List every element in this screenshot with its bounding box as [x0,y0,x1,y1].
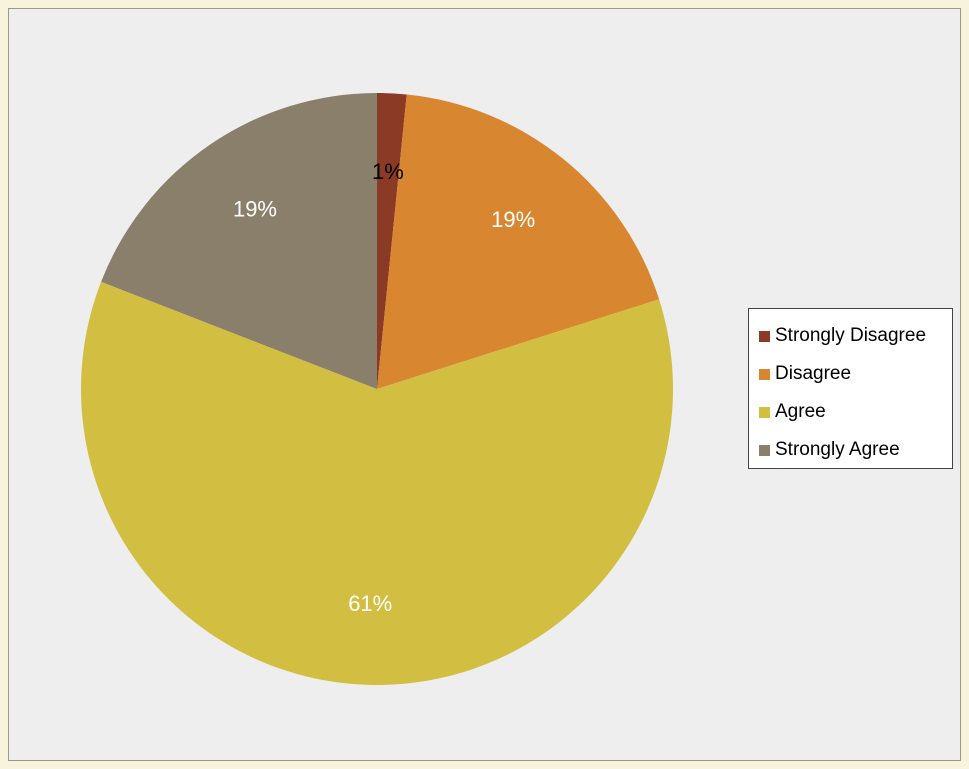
pie-slice-strongly-agree [101,93,378,389]
legend-label: Disagree [775,363,852,384]
data-label-strongly-disagree: 1% [372,159,404,184]
legend-item-strongly-disagree: Strongly Disagree [759,317,952,355]
legend-swatch [759,444,770,456]
legend-label: Strongly Agree [775,439,900,460]
pie-data-labels: 1% 19% 61% 19% [233,159,535,616]
legend-item-agree: Agree [759,393,952,431]
pie-slices [81,93,673,686]
pie-slice-agree [81,281,673,686]
legend-label: Agree [775,401,826,422]
pie-slice-disagree [377,94,660,389]
legend-item-disagree: Disagree [759,355,952,393]
legend-swatch [759,406,770,418]
data-label-agree: 61% [348,591,392,616]
pie-slice-strongly-disagree [377,93,407,389]
legend-swatch [759,368,770,380]
data-label-disagree: 19% [491,207,535,232]
legend: Strongly Disagree Disagree Agree Strongl… [748,308,953,469]
data-label-strongly-agree: 19% [233,196,277,221]
legend-item-strongly-agree: Strongly Agree [759,431,952,469]
legend-swatch [759,330,770,342]
legend-label: Strongly Disagree [775,325,927,346]
